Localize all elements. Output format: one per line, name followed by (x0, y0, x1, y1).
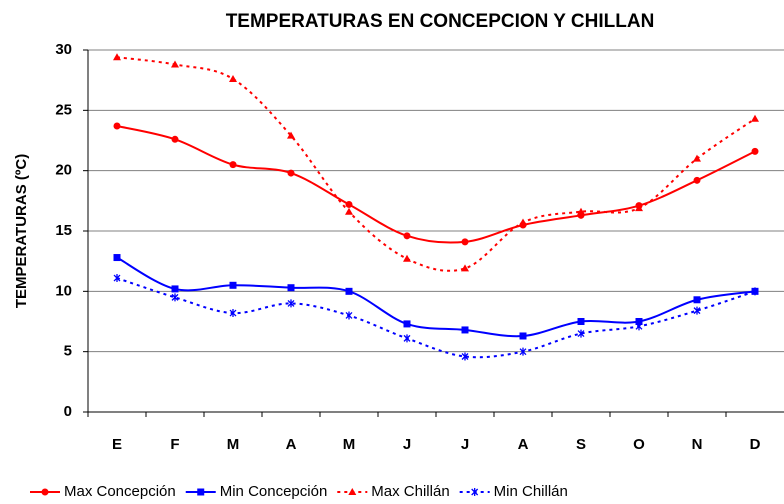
data-point (693, 306, 701, 315)
data-point (171, 135, 179, 143)
x-tick-label: M (227, 436, 240, 453)
data-point (519, 218, 527, 226)
data-point (403, 334, 411, 343)
data-point (229, 74, 237, 82)
data-point (229, 161, 237, 169)
data-point (287, 131, 295, 139)
series-line (116, 56, 756, 272)
legend-label: Max Chillán (371, 483, 449, 500)
data-point (461, 264, 469, 272)
y-tick-label: 25 (55, 101, 72, 118)
data-point (635, 204, 643, 212)
legend-marker (348, 488, 357, 495)
data-point (287, 169, 295, 177)
y-tick-label: 20 (55, 162, 72, 179)
series-line (116, 125, 756, 244)
data-point (229, 309, 237, 318)
legend-label: Min Chillán (494, 483, 568, 500)
x-tick-label: A (286, 436, 297, 453)
data-point (345, 287, 353, 295)
x-tick-label: J (403, 436, 411, 453)
data-point (345, 311, 353, 320)
y-tick-label: 15 (55, 222, 72, 239)
data-point (577, 318, 585, 325)
data-point (751, 114, 759, 122)
x-tick-label: A (518, 436, 529, 453)
data-point (519, 332, 527, 340)
data-point (403, 232, 411, 240)
data-point (113, 254, 121, 262)
x-tick-label: E (112, 436, 122, 453)
data-point (577, 207, 585, 215)
data-point (461, 352, 469, 361)
data-point (461, 238, 469, 246)
data-point (403, 320, 411, 328)
y-tick-label: 30 (55, 41, 72, 58)
x-tick-label: S (576, 436, 586, 453)
data-point (171, 60, 179, 68)
data-point (751, 287, 759, 296)
chart-title: TEMPERATURAS EN CONCEPCION Y CHILLAN (226, 11, 655, 32)
data-point (287, 284, 295, 292)
x-tick-label: F (170, 436, 179, 453)
data-point (693, 154, 701, 162)
data-point (693, 296, 701, 304)
legend-item: Min Concepción (185, 483, 328, 500)
data-point (113, 274, 121, 283)
data-point (345, 200, 353, 208)
data-point (345, 207, 353, 215)
data-point (635, 322, 643, 331)
y-axis-label: TEMPERATURAS (ºC) (13, 154, 30, 308)
legend-label: Max Concepción (64, 483, 176, 500)
legend-label: Min Concepción (220, 483, 328, 500)
data-point (461, 326, 469, 334)
data-point (403, 254, 411, 262)
data-point (577, 329, 585, 338)
data-point (171, 293, 179, 302)
y-tick-label: 0 (64, 403, 72, 420)
y-tick-label: 5 (64, 343, 72, 360)
legend-item: Min Chillán (459, 483, 568, 500)
data-point (693, 176, 701, 184)
x-tick-label: D (750, 436, 761, 453)
legend-item: Max Concepción (30, 483, 176, 500)
data-point (229, 281, 237, 289)
data-point (113, 53, 121, 61)
x-tick-label: O (633, 436, 645, 453)
data-point (751, 147, 759, 155)
data-point (113, 122, 121, 130)
data-point (287, 299, 295, 308)
x-tick-label: N (692, 436, 703, 453)
x-tick-label: J (461, 436, 469, 453)
data-point (171, 285, 179, 293)
data-point (519, 347, 527, 356)
legend-marker (41, 488, 49, 496)
data-point (635, 318, 643, 325)
legend-item: Max Chillán (337, 483, 450, 500)
series-line (116, 277, 756, 359)
legend-marker (197, 488, 205, 496)
legend-marker (471, 488, 479, 496)
x-tick-label: M (343, 436, 356, 453)
y-tick-label: 10 (55, 282, 72, 299)
